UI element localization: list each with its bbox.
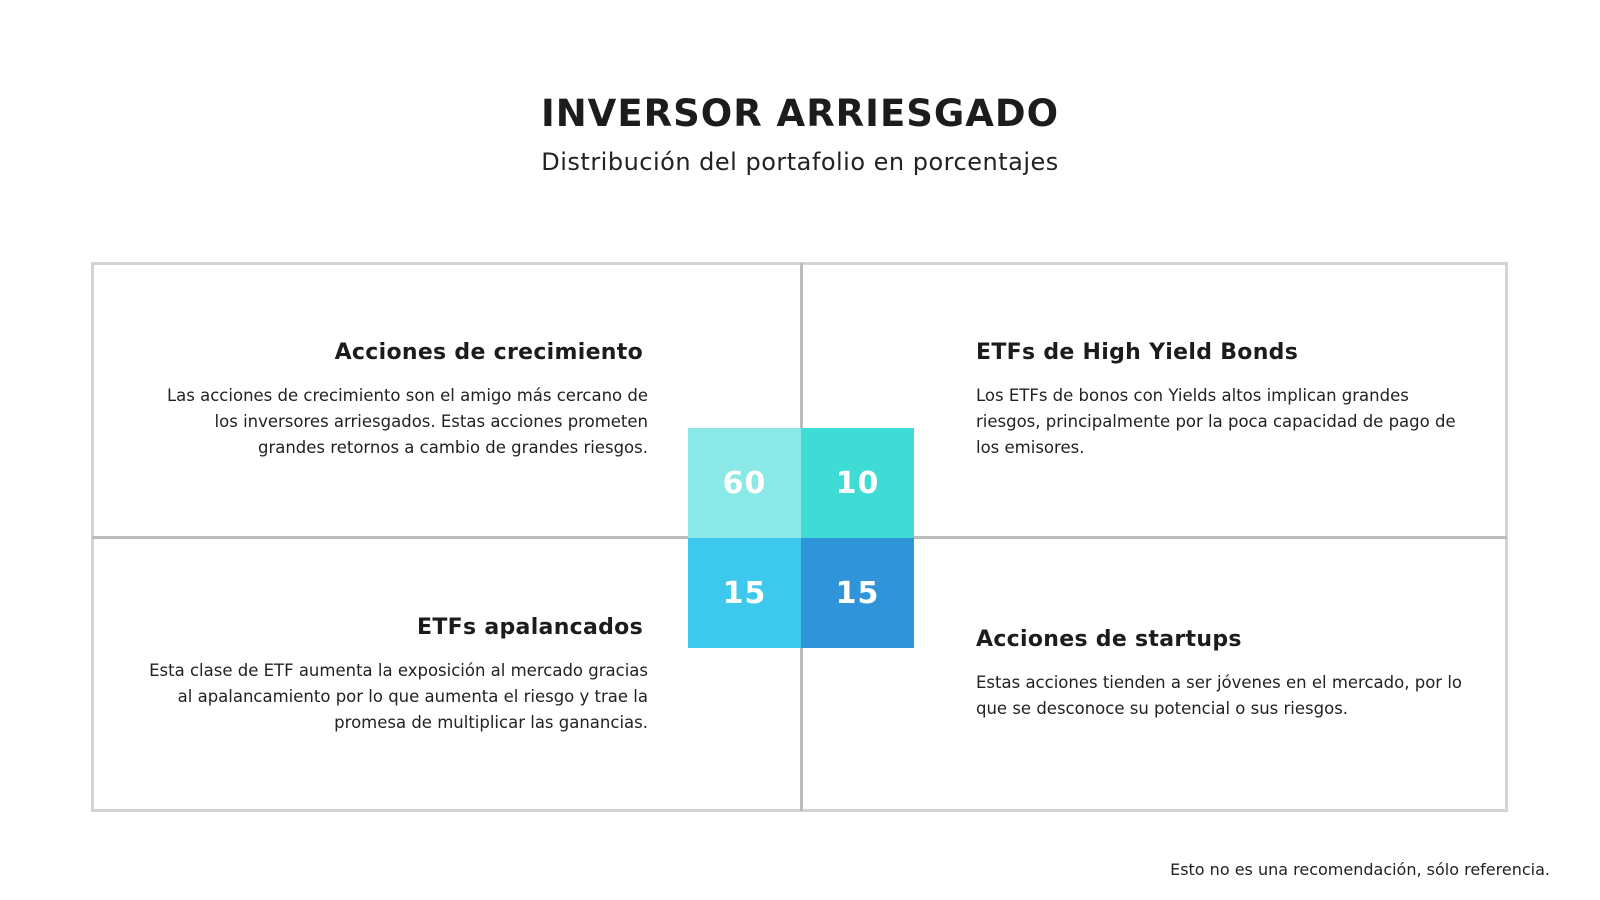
quadrant-description: Esta clase de ETF aumenta la exposición … (130, 658, 648, 736)
percentage-tile-growth-stocks: 60 (688, 428, 801, 538)
quadrant-description: Los ETFs de bonos con Yields altos impli… (976, 383, 1496, 461)
quadrant-leveraged-etfs: ETFs apalancados Esta clase de ETF aumen… (130, 615, 648, 736)
percentage-tile-leveraged-etfs: 15 (688, 538, 801, 648)
description-line: Estas acciones tienden a ser jóvenes en … (976, 673, 1462, 692)
description-line: Las acciones de crecimiento son el amigo… (166, 386, 648, 405)
description-line: los emisores. (976, 438, 1085, 457)
page-title: INVERSOR ARRIESGADO (540, 92, 1060, 135)
description-line: promesa de multiplicar las ganancias. (334, 713, 648, 732)
quadrant-description: Las acciones de crecimiento son el amigo… (140, 383, 648, 461)
quadrant-heading: Acciones de crecimiento (334, 340, 643, 365)
page-subtitle: Distribución del portafolio en porcentaj… (541, 148, 1059, 176)
description-line: los inversores arriesgados. Estas accion… (214, 412, 648, 431)
description-line: riesgos, principalmente por la poca capa… (976, 412, 1456, 431)
quadrant-high-yield-etfs: ETFs de High Yield Bonds Los ETFs de bon… (976, 340, 1496, 461)
quadrant-growth-stocks: Acciones de crecimiento Las acciones de … (140, 340, 648, 461)
disclaimer-note: Esto no es una recomendación, sólo refer… (1170, 860, 1550, 879)
percentage-tile-startup-stocks: 15 (801, 538, 914, 648)
description-line: al apalancamiento por lo que aumenta el … (177, 687, 648, 706)
quadrant-startup-stocks: Acciones de startups Estas acciones tien… (976, 627, 1496, 722)
quadrant-heading: ETFs apalancados (417, 615, 643, 640)
description-line: Los ETFs de bonos con Yields altos impli… (976, 386, 1409, 405)
description-line: Esta clase de ETF aumenta la exposición … (149, 661, 648, 680)
percentage-tile-high-yield-etfs: 10 (801, 428, 914, 538)
description-line: que se desconoce su potencial o sus ries… (976, 699, 1349, 718)
quadrant-heading: Acciones de startups (976, 627, 1242, 652)
description-line: grandes retornos a cambio de grandes rie… (257, 438, 648, 457)
quadrant-heading: ETFs de High Yield Bonds (976, 340, 1299, 365)
quadrant-description: Estas acciones tienden a ser jóvenes en … (976, 670, 1496, 722)
